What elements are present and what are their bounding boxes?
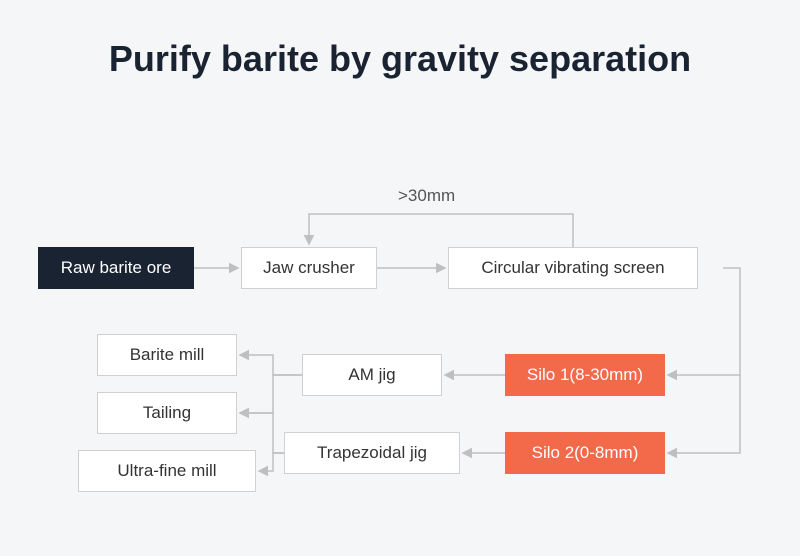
node-label: Circular vibrating screen	[481, 258, 664, 278]
node-am-jig: AM jig	[302, 354, 442, 396]
node-label: Barite mill	[130, 345, 205, 365]
node-jaw-crusher: Jaw crusher	[241, 247, 377, 289]
node-label: Tailing	[143, 403, 191, 423]
node-barite-mill: Barite mill	[97, 334, 237, 376]
node-silo-2: Silo 2(0-8mm)	[505, 432, 665, 474]
node-label: Raw barite ore	[61, 258, 172, 278]
node-raw-barite-ore: Raw barite ore	[38, 247, 194, 289]
node-label: Jaw crusher	[263, 258, 355, 278]
node-label: Silo 2(0-8mm)	[532, 443, 639, 463]
node-label: Trapezoidal jig	[317, 443, 427, 463]
node-label: Ultra-fine mill	[117, 461, 216, 481]
node-label: Silo 1(8-30mm)	[527, 365, 643, 385]
page-title: Purify barite by gravity separation	[0, 0, 800, 79]
node-label: AM jig	[348, 365, 395, 385]
node-circular-vibrating-screen: Circular vibrating screen	[448, 247, 698, 289]
loop-annotation: >30mm	[398, 186, 455, 206]
node-trapezoidal-jig: Trapezoidal jig	[284, 432, 460, 474]
node-ultra-fine-mill: Ultra-fine mill	[78, 450, 256, 492]
node-tailing: Tailing	[97, 392, 237, 434]
node-silo-1: Silo 1(8-30mm)	[505, 354, 665, 396]
